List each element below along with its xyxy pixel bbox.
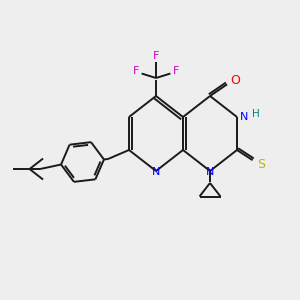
Text: F: F: [132, 66, 139, 76]
Text: S: S: [257, 158, 265, 172]
Text: O: O: [230, 74, 240, 87]
Text: H: H: [252, 109, 260, 119]
Text: F: F: [173, 66, 180, 76]
Text: N: N: [240, 112, 249, 122]
Text: F: F: [153, 50, 159, 61]
Text: N: N: [152, 167, 160, 177]
Text: N: N: [206, 167, 214, 177]
